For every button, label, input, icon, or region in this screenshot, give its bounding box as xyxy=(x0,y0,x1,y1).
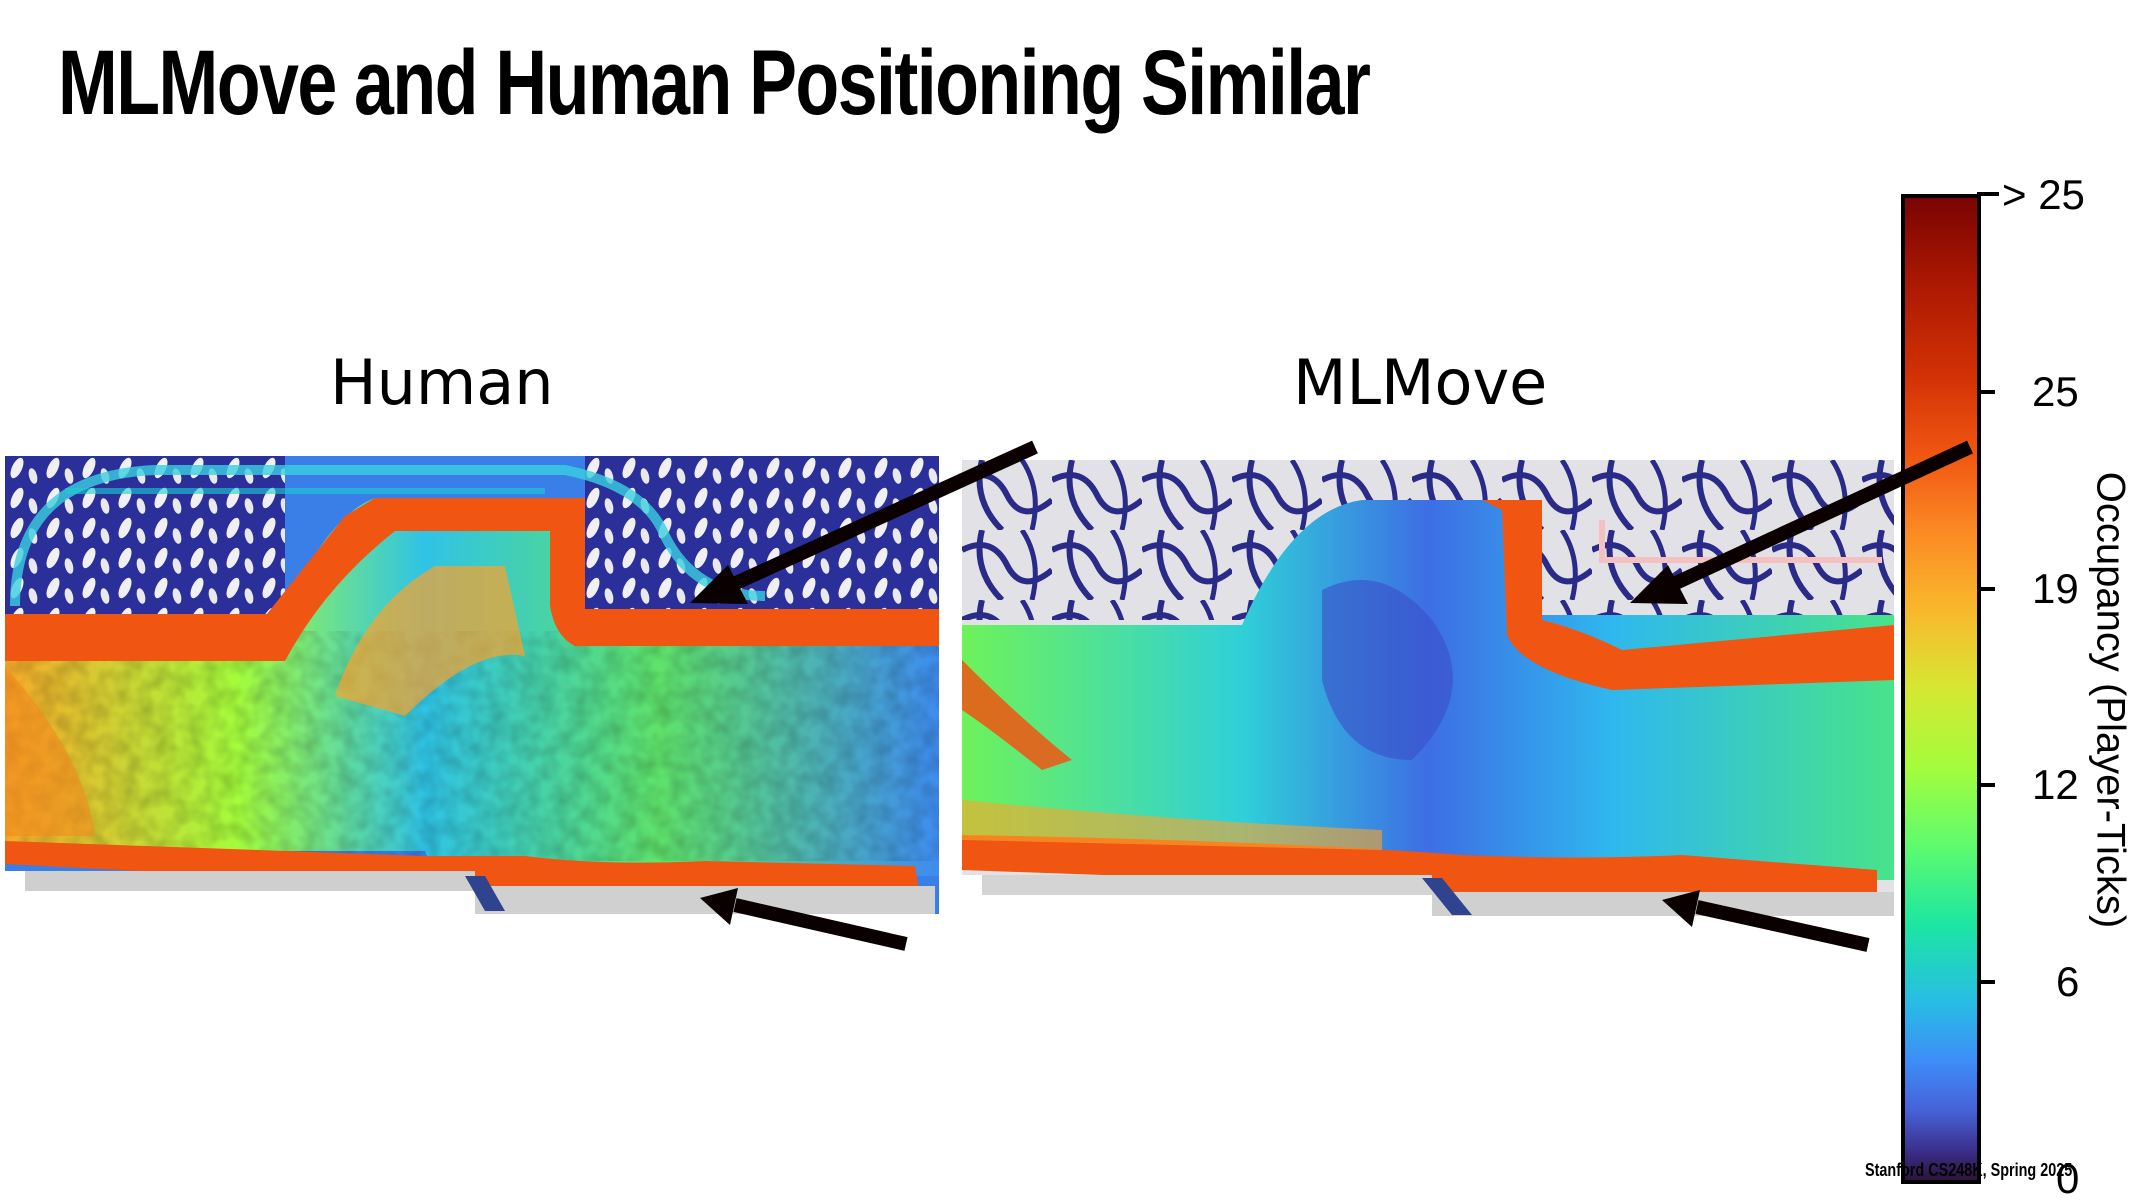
colorbar-tick-6 xyxy=(1977,980,1995,984)
slide-footer: Stanford CS248K, Spring 2025 xyxy=(1865,1160,2073,1180)
colorbar-axis-title: Occupancy (Player-Ticks) xyxy=(2088,471,2133,929)
colorbar-label-6: 6 xyxy=(2056,958,2080,1005)
colorbar xyxy=(1901,194,1981,1184)
colorbar-label-25: 25 xyxy=(2032,368,2079,415)
colorbar-tick-25 xyxy=(1977,390,1995,394)
panel-label-human: Human xyxy=(330,346,554,419)
colorbar-label-12: 12 xyxy=(2032,761,2079,808)
slide-title: MLMove and Human Positioning Similar xyxy=(58,32,1371,134)
heatmap-human xyxy=(5,456,939,914)
colorbar-label-0: 0 xyxy=(2056,1155,2080,1202)
panel-label-mlmove: MLMove xyxy=(1293,346,1548,419)
colorbar-tick-top xyxy=(1977,192,1999,196)
colorbar-label-max: > 25 xyxy=(2002,171,2085,218)
heatmap-mlmove-graphic xyxy=(962,460,1894,916)
colorbar-tick-19 xyxy=(1977,587,1995,591)
colorbar-tick-12 xyxy=(1977,783,1995,787)
colorbar-label-19: 19 xyxy=(2032,565,2079,612)
heatmap-mlmove xyxy=(962,460,1894,916)
heatmap-human-graphic xyxy=(5,456,939,914)
